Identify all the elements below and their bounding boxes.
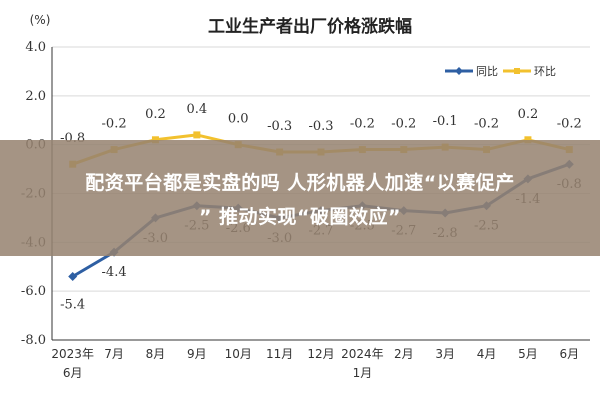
x-tick-label-part: 2024年 [341, 347, 384, 361]
x-tick-label-part: 11月 [266, 347, 293, 361]
x-tick-label-part: 6月 [63, 366, 83, 380]
x-tick-label-part: 9月 [187, 347, 207, 361]
x-tick-label: 2023年 6月 [51, 347, 94, 380]
legend-marker [514, 68, 520, 74]
x-tick-label-part: 1月 [353, 366, 373, 380]
overlay-text-line-1: 配资平台都是实盘的吗 人形机器人加速“以赛促产 [85, 172, 515, 194]
y-tick-label: 4.0 [25, 40, 46, 55]
data-label: -0.2 [102, 117, 127, 132]
x-tick-label: 9月 [187, 347, 207, 361]
data-label: 0.4 [187, 102, 208, 117]
x-tick-label: 4月 [477, 347, 497, 361]
data-label: 0.0 [228, 112, 249, 127]
overlay-text-line-2: ” 推动实现“破圈效应” [198, 206, 402, 228]
series-1-point [68, 272, 78, 282]
data-label: -0.3 [267, 119, 292, 134]
x-tick-label: 8月 [146, 347, 166, 361]
legend-label: 同比 [476, 65, 498, 78]
y-tick-label: -8.0 [21, 333, 46, 348]
y-unit-label: (%) [30, 13, 51, 27]
x-tick-label-part: 6月 [559, 347, 579, 361]
data-label: -0.2 [474, 117, 499, 132]
x-tick-label-part: 2月 [394, 347, 414, 361]
series-2-point [151, 136, 159, 144]
legend-label: 环比 [534, 65, 556, 78]
x-tick-label: 11月 [266, 347, 293, 361]
data-label: -0.2 [391, 117, 416, 132]
x-tick-label: 2月 [394, 347, 414, 361]
series-2-point [193, 131, 201, 139]
x-tick-label-part: 2023年 [51, 347, 94, 361]
x-tick-label-part: 12月 [307, 347, 334, 361]
y-tick-label: 2.0 [25, 89, 46, 104]
legend-marker [455, 67, 463, 75]
x-tick-label-part: 10月 [225, 347, 252, 361]
data-label: -0.1 [433, 114, 458, 129]
data-label: -0.2 [350, 117, 375, 132]
data-label: 0.2 [145, 107, 166, 122]
x-tick-label-part: 8月 [146, 347, 166, 361]
data-label: -4.4 [102, 265, 127, 280]
x-tick-label-part: 5月 [518, 347, 538, 361]
overlay-banner: 配资平台都是实盘的吗 人形机器人加速“以赛促产 ” 推动实现“破圈效应” [0, 140, 600, 256]
data-label: -0.2 [557, 117, 582, 132]
x-tick-label-part: 3月 [435, 347, 455, 361]
x-tick-label-part: 7月 [104, 347, 124, 361]
data-label: 0.2 [518, 107, 539, 122]
y-tick-label: -6.0 [21, 284, 46, 299]
data-label: -5.4 [60, 298, 85, 313]
series-2-point [524, 136, 532, 144]
x-tick-label: 5月 [518, 347, 538, 361]
data-label: -0.3 [308, 119, 333, 134]
x-tick-label: 7月 [104, 347, 124, 361]
chart-title: 工业生产者出厂价格涨跌幅 [208, 16, 412, 37]
x-tick-label: 12月 [307, 347, 334, 361]
x-tick-label: 2024年 1月 [341, 347, 384, 380]
x-tick-label-part: 4月 [477, 347, 497, 361]
x-tick-label: 6月 [559, 347, 579, 361]
x-tick-label: 10月 [225, 347, 252, 361]
x-tick-label: 3月 [435, 347, 455, 361]
